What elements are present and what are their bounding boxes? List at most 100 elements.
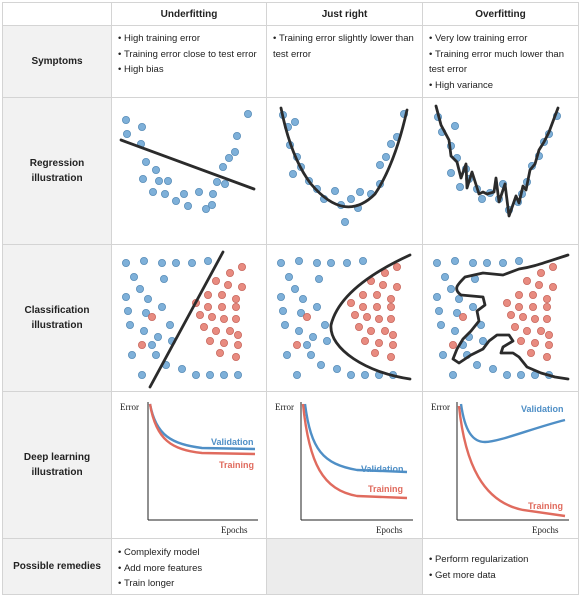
data-point-blue (299, 295, 308, 304)
data-point-red (381, 268, 390, 277)
data-point-blue (152, 351, 161, 360)
deep-learning-just-right-cell: Error Epochs Validation Training (266, 391, 423, 539)
list-item: Perform regularization (429, 552, 572, 568)
data-point-red (232, 303, 241, 312)
training-curve (148, 403, 256, 456)
data-point-blue (440, 272, 449, 281)
data-point (208, 201, 217, 210)
data-point-red (212, 327, 221, 336)
data-point-red (232, 295, 241, 304)
deep-learning-overfitting-plot: Error Epochs Validation Training (431, 402, 569, 535)
data-point-blue (204, 256, 213, 265)
training-label: Training (528, 501, 563, 511)
data-point-red (234, 341, 243, 350)
data-point (184, 202, 193, 211)
training-curve (301, 403, 408, 500)
data-point-blue (125, 321, 134, 330)
decision-boundary (329, 253, 412, 381)
validation-curve (303, 403, 408, 474)
column-header-overfitting: Overfitting (422, 2, 579, 26)
y-axis-label: Error (431, 402, 450, 412)
validation-label: Validation (361, 464, 404, 474)
data-point-blue (315, 274, 324, 283)
list-item: Training error slightly lower than test … (273, 31, 416, 62)
validation-curve (459, 403, 566, 444)
data-point-red (196, 311, 205, 320)
list-item: Add more features (118, 561, 260, 577)
data-point (288, 170, 297, 179)
data-point-red (531, 339, 540, 348)
list-item: High variance (429, 78, 572, 94)
list-item: Very low training error (429, 31, 572, 47)
data-point-red (226, 327, 235, 336)
data-point-blue (317, 361, 326, 370)
data-point-blue (188, 258, 197, 267)
data-point-red (389, 341, 398, 350)
data-point-red (359, 303, 368, 312)
regression-row: Regression illustration (2, 97, 579, 245)
data-point-blue (361, 371, 370, 380)
row-header-classification-line1: Classification (24, 305, 90, 316)
data-point-blue (166, 321, 175, 330)
data-point (219, 163, 228, 172)
data-point-red (232, 315, 241, 324)
regression-just-right-cell (266, 97, 423, 245)
data-point-blue (432, 258, 441, 267)
row-header-deep-learning-line2: illustration (31, 467, 83, 478)
data-point-red (379, 281, 388, 290)
data-point-blue (158, 258, 167, 267)
x-axis-label: Epochs (221, 525, 248, 535)
classification-just-right-plot (276, 253, 412, 381)
data-point-red (359, 291, 368, 300)
data-point-blue (294, 327, 303, 336)
data-point-blue (154, 333, 163, 342)
data-point (161, 190, 170, 199)
data-point (382, 153, 391, 162)
regression-overfitting-cell (422, 97, 579, 245)
data-point-blue (294, 256, 303, 265)
corner-cell (2, 2, 112, 26)
data-point-red (529, 291, 538, 300)
data-point-red (515, 291, 524, 300)
data-point-red (206, 337, 215, 346)
fit-curve (434, 104, 560, 218)
fitting-comparison-table: Underfitting Just right Overfitting Symp… (2, 2, 579, 595)
data-point-red (204, 291, 213, 300)
row-header-symptoms: Symptoms (2, 25, 112, 98)
data-point-blue (455, 295, 464, 304)
data-point-blue (473, 361, 482, 370)
data-point-red (218, 303, 227, 312)
row-header-regression-line2: illustration (31, 173, 83, 184)
data-point-blue (436, 321, 445, 330)
data-point-red (529, 303, 538, 312)
data-point (387, 140, 396, 149)
data-point-blue (347, 371, 356, 380)
deep-learning-overfitting-cell: Error Epochs Validation Training (422, 391, 579, 539)
data-point-red (148, 313, 157, 322)
data-point-blue (450, 256, 459, 265)
data-point-blue (123, 307, 132, 316)
symptoms-overfitting-list: Very low training error Training error m… (429, 31, 572, 93)
row-header-deep-learning-line1: Deep learning (23, 452, 91, 463)
data-point-red (549, 262, 558, 271)
data-point-blue (489, 365, 498, 374)
data-point-red (200, 323, 209, 332)
data-point (456, 183, 465, 192)
data-point-blue (452, 309, 461, 318)
list-item: Training error close to test error (118, 47, 260, 63)
data-point-blue (432, 293, 441, 302)
data-point-blue (172, 258, 181, 267)
data-point-red (220, 339, 229, 348)
classification-overfitting-plot (432, 253, 570, 381)
list-item: Get more data (429, 568, 572, 584)
training-label: Training (368, 484, 403, 494)
data-point-blue (450, 327, 459, 336)
data-point-blue (296, 309, 305, 318)
data-point-blue (158, 303, 167, 312)
training-label: Training (219, 460, 254, 470)
data-point-blue (276, 293, 285, 302)
data-point (152, 166, 161, 175)
column-header-underfitting: Underfitting (111, 2, 267, 26)
list-item: Complexify model (118, 545, 260, 561)
data-point-blue (448, 371, 457, 380)
